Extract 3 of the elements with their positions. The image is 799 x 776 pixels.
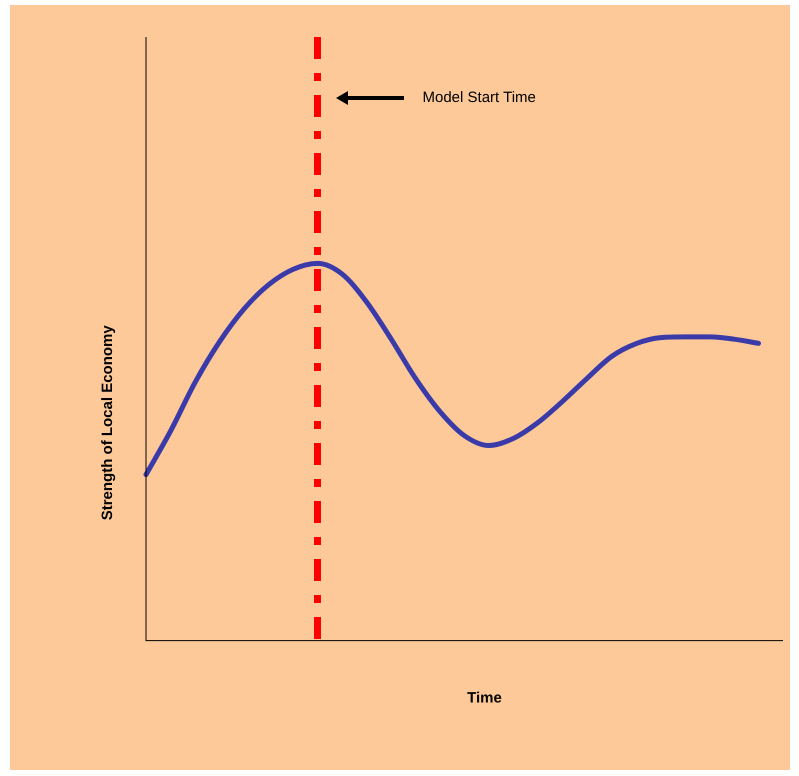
x-axis-title: Time xyxy=(467,690,502,707)
y-axis-title: Strength of Local Economy xyxy=(99,324,116,520)
text: Model Start Time xyxy=(422,89,536,106)
